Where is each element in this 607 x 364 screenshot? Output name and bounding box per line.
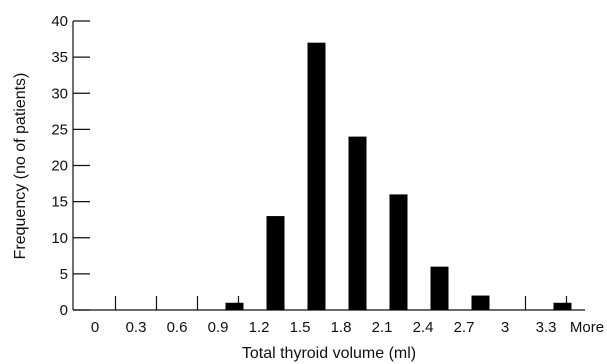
bar [389,194,408,310]
x-axis-title: Total thyroid volume (ml) [242,345,416,362]
x-tick-label: 0.6 [167,319,188,336]
y-tick-label: 40 [51,13,68,30]
y-axis: 0 5 10 15 20 25 30 35 40 [51,13,90,319]
x-tick-label: 2.4 [413,319,434,336]
y-tick-label: 0 [60,302,68,319]
bar [430,266,449,310]
x-tick-label: 0.3 [126,319,147,336]
y-tick-label: 25 [51,121,68,138]
bar [553,302,572,310]
y-tick-label: 20 [51,158,68,175]
x-tick-label: 3.3 [536,319,557,336]
bar [471,295,490,310]
x-tick-label: 0.9 [208,319,229,336]
x-tick-label: 1.2 [249,319,270,336]
x-tick-label: 3 [501,319,509,336]
bar [348,136,367,310]
y-tick-label: 10 [51,230,68,247]
x-tick-label: 1.5 [290,319,311,336]
x-tick-label: More [570,319,604,336]
y-tick-label: 5 [60,266,68,283]
y-tick-label: 15 [51,194,68,211]
y-axis-title: Frequency (no of patients) [12,73,29,260]
bars [225,42,572,311]
x-tick-label: 0 [91,319,99,336]
bar [266,216,285,310]
x-tick-label: 2.7 [454,319,475,336]
x-tick-label: 1.8 [331,319,352,336]
y-tick-label: 35 [51,49,68,66]
x-tick-label: 2.1 [372,319,393,336]
bar [307,42,326,311]
x-axis: 0 0.3 0.6 0.9 1.2 1.5 1.8 2.1 2.4 2.7 3 3.3 More [73,296,604,336]
bar [225,302,244,310]
y-tick-label: 30 [51,85,68,102]
